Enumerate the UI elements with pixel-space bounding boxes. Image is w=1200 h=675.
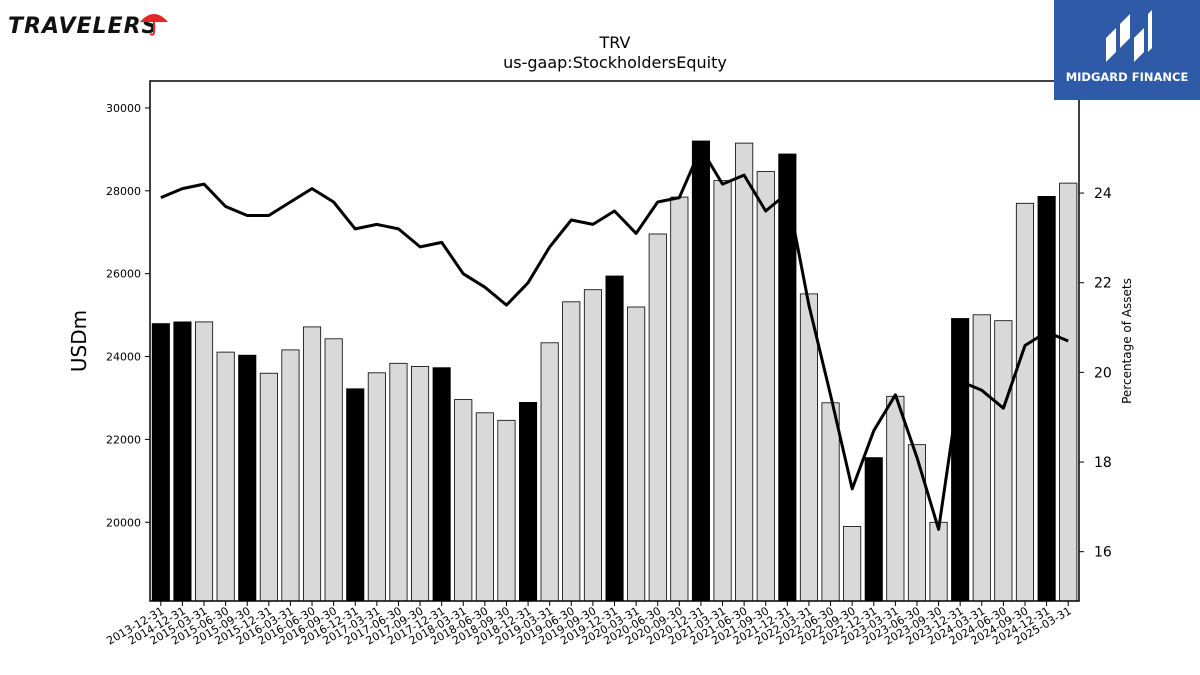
bar-2023-12-31 (951, 318, 970, 602)
bar-2020-09-30 (670, 196, 689, 602)
bar-2017-06-30 (389, 362, 408, 602)
bar-2015-09-30 (238, 354, 257, 602)
y-tick-label: 28000 (106, 185, 141, 198)
bar-2022-03-31 (799, 293, 818, 602)
travelers-logo: TRAVELERS (8, 14, 168, 39)
bar-2019-06-30 (562, 301, 581, 602)
bar-2015-06-30 (216, 351, 235, 602)
bar-2022-12-31 (864, 457, 883, 602)
midgard-logo-icon (1106, 10, 1152, 62)
bar-2016-06-30 (302, 326, 322, 602)
y2-axis-label: Percentage of Assets (1120, 278, 1134, 404)
plot-frame (149, 80, 1080, 602)
midgard-finance-logo: MIDGARD FINANCE (1054, 0, 1200, 100)
badge-name: MIDGARD FINANCE (1065, 70, 1189, 84)
bar-2018-09-30 (497, 419, 516, 602)
percentage-line (160, 146, 1069, 531)
bar-2023-03-31 (886, 395, 905, 602)
bar-2023-09-30 (929, 521, 948, 602)
bar-2022-06-30 (821, 402, 840, 602)
bar-2017-09-30 (410, 365, 430, 602)
bar-2023-06-30 (907, 444, 926, 602)
bar-2018-03-31 (454, 399, 473, 602)
bar-2022-09-30 (843, 526, 862, 602)
y2-tick-label: 20 (1094, 365, 1112, 381)
y2-tick-label: 24 (1094, 186, 1112, 202)
y-tick-label: 22000 (106, 433, 141, 446)
bar-2019-03-31 (540, 342, 559, 602)
bar-2024-09-30 (1015, 202, 1034, 602)
y2-tick-label: 22 (1094, 276, 1112, 292)
bar-2014-12-31 (173, 321, 192, 602)
axis-ticks: 20000 22000 24000 26000 28000 30000 16 18 20 22 24 (106, 102, 1112, 561)
bar-2015-03-31 (194, 321, 214, 602)
y-tick-label: 20000 (106, 516, 141, 529)
bar-2017-03-31 (367, 372, 386, 602)
bar-2021-09-30 (756, 171, 775, 602)
bar-2020-12-31 (691, 140, 710, 602)
bar-2020-06-30 (648, 233, 667, 602)
bar-2019-12-31 (605, 275, 624, 602)
bar-2016-03-31 (281, 349, 300, 602)
bar-2024-03-31 (972, 314, 991, 602)
y-axis-label: USDm (67, 310, 91, 372)
bar-2024-06-30 (994, 320, 1013, 602)
y2-tick-label: 18 (1094, 455, 1112, 471)
y-tick-label: 30000 (106, 102, 141, 115)
chart-subtitle: us-gaap:StockholdersEquity (503, 53, 727, 72)
y-tick-label: 24000 (106, 351, 141, 364)
bar-2024-12-31 (1037, 195, 1056, 602)
bar-2015-12-31 (259, 372, 278, 602)
bar-2021-06-30 (735, 142, 754, 602)
umbrella-icon (140, 14, 168, 36)
y-tick-label: 26000 (106, 268, 141, 281)
bar-2016-09-30 (324, 338, 343, 602)
bar-2025-03-31 (1059, 182, 1078, 602)
bar-2017-12-31 (432, 367, 451, 602)
x-tick-labels: 2013-12-312014-12-312015-03-312015-06-30… (104, 601, 1074, 648)
y2-tick-label: 16 (1094, 545, 1112, 561)
bar-series (151, 140, 1078, 602)
bar-2016-12-31 (346, 388, 365, 602)
bar-2021-03-31 (713, 180, 732, 602)
bar-2018-12-31 (519, 401, 538, 602)
bar-2020-03-31 (627, 306, 646, 602)
chart-title: TRV (599, 33, 631, 52)
bar-2019-09-30 (583, 289, 602, 602)
brand-name: TRAVELERS (8, 14, 159, 39)
bar-2018-06-30 (475, 412, 494, 602)
bar-2013-12-31 (151, 323, 170, 602)
